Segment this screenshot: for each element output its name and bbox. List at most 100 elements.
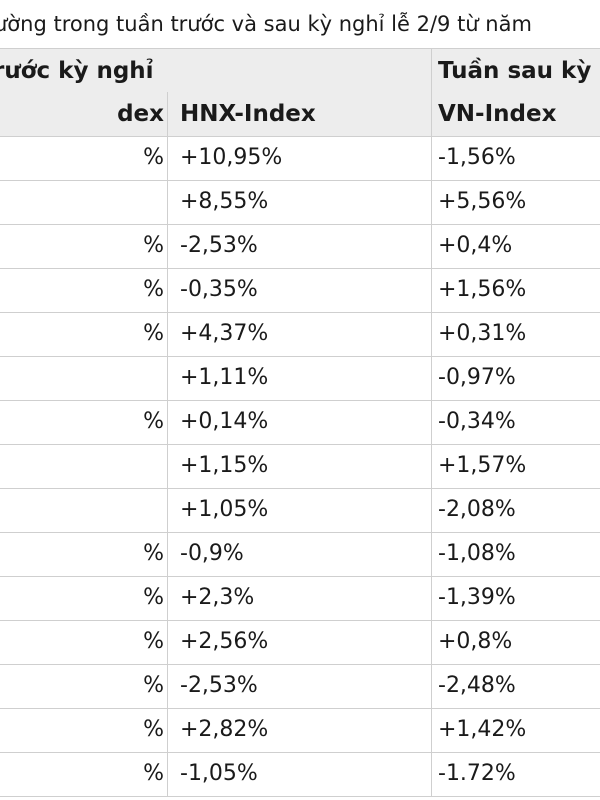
column-divider xyxy=(431,664,432,708)
cell-hnxindex-before: +1,15% xyxy=(168,444,431,488)
cell-hnxindex-before-value: +4,37% xyxy=(180,321,269,346)
cell-vnindex-before-value: % xyxy=(143,717,164,742)
header-group-after-label: Tuần sau kỳ xyxy=(438,58,592,84)
header-group-before: trước kỳ nghỉ xyxy=(0,49,167,93)
table-row: % +2,56% +0,8% xyxy=(0,620,600,665)
cell-hnxindex-before-value: +1,05% xyxy=(180,497,269,522)
header-group-before-cont xyxy=(168,49,431,93)
cell-vnindex-before: % xyxy=(0,312,167,356)
cell-vnindex-after-value: -1.72% xyxy=(438,761,516,786)
cell-hnxindex-before-value: +2,82% xyxy=(180,717,269,742)
column-divider xyxy=(431,49,432,93)
cell-vnindex-before: % xyxy=(0,532,167,576)
cell-vnindex-after: +1,42% xyxy=(432,708,600,752)
cell-hnxindex-before-value: +2,3% xyxy=(180,585,255,610)
cell-hnxindex-before: +0,14% xyxy=(168,400,431,444)
column-divider xyxy=(167,664,168,708)
cell-vnindex-after-value: +0,4% xyxy=(438,233,513,258)
cell-vnindex-after-value: +5,56% xyxy=(438,189,527,214)
cell-vnindex-after-value: -0,34% xyxy=(438,409,516,434)
table-row: % +2,3% -1,39% xyxy=(0,576,600,621)
table-row: % +4,37% +0,31% xyxy=(0,312,600,357)
cell-vnindex-after-value: +0,8% xyxy=(438,629,513,654)
table-row: % -2,53% -2,48% xyxy=(0,664,600,709)
cell-vnindex-after: -1,39% xyxy=(432,576,600,620)
cell-vnindex-before: % xyxy=(0,268,167,312)
cell-vnindex-before-value: % xyxy=(143,277,164,302)
table-row: % -2,53% +0,4% xyxy=(0,224,600,269)
cell-vnindex-after: -2,48% xyxy=(432,664,600,708)
cell-vnindex-after: -1,56% xyxy=(432,136,600,180)
cell-hnxindex-before-value: -0,35% xyxy=(180,277,258,302)
cell-vnindex-before-value: % xyxy=(143,585,164,610)
cell-vnindex-after: +0,8% xyxy=(432,620,600,664)
cell-vnindex-after-value: +1,56% xyxy=(438,277,527,302)
cell-vnindex-after-value: +1,57% xyxy=(438,453,527,478)
table-row: % -1,05% -1.72% xyxy=(0,752,600,797)
cell-hnxindex-before-value: -0,9% xyxy=(180,541,244,566)
cell-vnindex-before-value: % xyxy=(143,761,164,786)
cell-vnindex-before: % xyxy=(0,664,167,708)
column-divider xyxy=(167,136,168,180)
column-divider xyxy=(431,356,432,400)
column-divider xyxy=(431,180,432,224)
header-col-vnindex-after: VN-Index xyxy=(432,92,600,136)
table-row: +1,11% -0,97% xyxy=(0,356,600,401)
column-divider xyxy=(431,444,432,488)
cell-vnindex-after-value: +1,42% xyxy=(438,717,527,742)
cell-hnxindex-before-value: +10,95% xyxy=(180,145,283,170)
column-divider xyxy=(167,620,168,664)
table-row: % -0,35% +1,56% xyxy=(0,268,600,313)
header-row-group: trước kỳ nghỉ Tuần sau kỳ xyxy=(0,48,600,94)
cell-hnxindex-before-value: +8,55% xyxy=(180,189,269,214)
header-col-vnindex-after-label: VN-Index xyxy=(438,101,557,127)
cell-hnxindex-before: -1,05% xyxy=(168,752,431,796)
cell-vnindex-after: +1,56% xyxy=(432,268,600,312)
cell-vnindex-after-value: -1,08% xyxy=(438,541,516,566)
cell-vnindex-after: +1,57% xyxy=(432,444,600,488)
cell-hnxindex-before: -2,53% xyxy=(168,664,431,708)
column-divider xyxy=(431,620,432,664)
cell-vnindex-after-value: -2,48% xyxy=(438,673,516,698)
table-row: % +2,82% +1,42% xyxy=(0,708,600,753)
cell-hnxindex-before: +8,55% xyxy=(168,180,431,224)
column-divider xyxy=(431,136,432,180)
header-col-vnindex-before-label: dex xyxy=(117,101,164,127)
column-divider xyxy=(431,92,432,136)
cell-hnxindex-before-value: +0,14% xyxy=(180,409,269,434)
cell-vnindex-before-value: % xyxy=(143,233,164,258)
table-row: % -0,9% -1,08% xyxy=(0,532,600,577)
column-divider xyxy=(431,224,432,268)
table-row: +1,05% -2,08% xyxy=(0,488,600,533)
cell-vnindex-after-value: -2,08% xyxy=(438,497,516,522)
cell-vnindex-before: % xyxy=(0,708,167,752)
cell-hnxindex-before: +1,11% xyxy=(168,356,431,400)
cell-hnxindex-before-value: +1,15% xyxy=(180,453,269,478)
column-divider xyxy=(167,224,168,268)
cell-vnindex-after-value: -1,56% xyxy=(438,145,516,170)
column-divider xyxy=(431,576,432,620)
column-divider xyxy=(167,356,168,400)
column-divider xyxy=(431,488,432,532)
header-col-hnxindex-before-label: HNX-Index xyxy=(180,101,316,127)
cell-vnindex-before: % xyxy=(0,400,167,444)
table-row: % +0,14% -0,34% xyxy=(0,400,600,445)
column-divider xyxy=(167,488,168,532)
cell-vnindex-after-value: -1,39% xyxy=(438,585,516,610)
cell-hnxindex-before: +2,82% xyxy=(168,708,431,752)
column-divider xyxy=(167,444,168,488)
cell-hnxindex-before-value: +1,11% xyxy=(180,365,269,390)
cell-vnindex-after-value: +0,31% xyxy=(438,321,527,346)
cell-vnindex-before xyxy=(0,488,167,532)
cell-vnindex-after: +0,31% xyxy=(432,312,600,356)
header-group-before-label: trước kỳ nghỉ xyxy=(0,58,154,84)
cell-vnindex-after-value: -0,97% xyxy=(438,365,516,390)
table-row: +8,55% +5,56% xyxy=(0,180,600,225)
cell-vnindex-after: +5,56% xyxy=(432,180,600,224)
cell-hnxindex-before: +4,37% xyxy=(168,312,431,356)
column-divider xyxy=(431,532,432,576)
cell-hnxindex-before: -0,35% xyxy=(168,268,431,312)
column-divider xyxy=(167,92,168,136)
cell-vnindex-after: -0,97% xyxy=(432,356,600,400)
table-row: % +10,95% -1,56% xyxy=(0,136,600,181)
